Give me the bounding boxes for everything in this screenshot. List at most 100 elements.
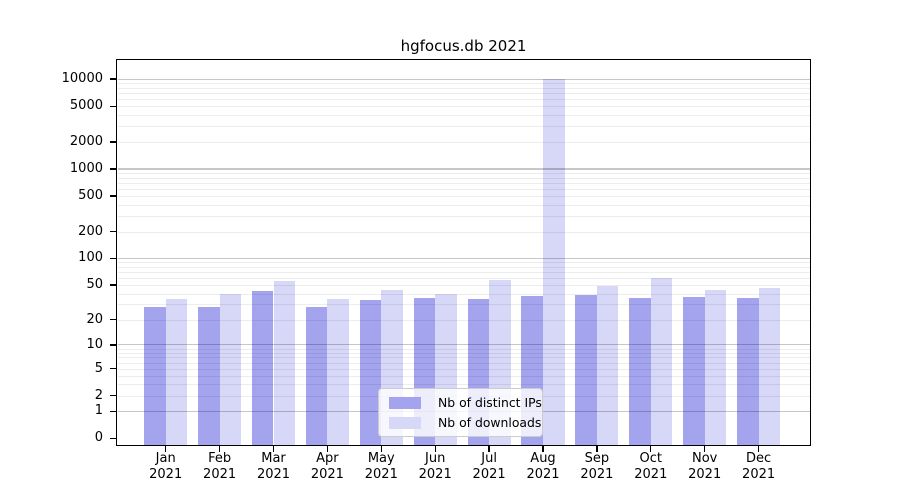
chart-title: hgfocus.db 2021 — [400, 37, 527, 55]
x-axis-tick-aug — [542, 446, 544, 453]
x-tick-year-apr: 2021 — [310, 466, 344, 482]
y-axis-tick-5000 — [110, 105, 117, 107]
x-tick-month-jun: Jun — [425, 451, 446, 466]
legend-item-distinct-ips: Nb of distinct IPs — [389, 395, 542, 410]
x-axis-tick-may — [380, 446, 382, 453]
x-tick-label-jan: Jan 2021 — [136, 451, 196, 482]
x-tick-month-sep: Sep — [584, 451, 610, 466]
grid-line-minor-600 — [117, 188, 810, 190]
bar-distinct-ips-apr — [305, 307, 328, 446]
x-tick-month-jan: Jan — [155, 451, 176, 466]
x-tick-year-feb: 2021 — [203, 466, 237, 482]
grid-line-minor-400 — [117, 204, 810, 206]
y-tick-label-10000: 10000 — [61, 71, 103, 87]
grid-line-minor-900 — [117, 173, 810, 175]
x-tick-month-aug: Aug — [530, 451, 556, 466]
grid-line-minor-4 — [117, 375, 810, 377]
x-tick-label-jul: Jul 2021 — [459, 451, 519, 482]
grid-line-major-10000 — [117, 78, 810, 80]
grid-line-minor-50 — [117, 285, 810, 287]
plot-area-border — [116, 59, 811, 447]
grid-line-minor-6 — [117, 362, 810, 364]
bar-downloads-aug — [543, 79, 565, 446]
y-axis-tick-100 — [110, 257, 117, 260]
bar-distinct-ips-sep — [575, 294, 597, 446]
bar-distinct-ips-oct — [629, 297, 651, 446]
y-tick-label-0: 0 — [94, 430, 103, 446]
x-tick-month-mar: Mar — [261, 451, 286, 466]
y-axis-tick-5 — [110, 367, 117, 370]
grid-line-minor-9 — [117, 348, 810, 350]
legend-swatch-downloads — [389, 416, 421, 429]
grid-line-minor-800 — [117, 177, 810, 179]
grid-line-minor-40 — [117, 293, 810, 295]
grid-line-major-100 — [117, 257, 810, 259]
grid-line-minor-8000 — [117, 87, 810, 89]
grid-line-minor-90 — [117, 262, 810, 264]
y-tick-label-200: 200 — [78, 223, 103, 239]
y-tick-label-20: 20 — [86, 311, 103, 327]
x-tick-month-jul: Jul — [481, 451, 497, 466]
y-axis-tick-20 — [110, 318, 117, 321]
x-tick-month-apr: Apr — [316, 451, 339, 466]
bar-downloads-feb — [219, 293, 242, 446]
x-tick-year-jul: 2021 — [472, 466, 506, 482]
legend-item-downloads: Nb of downloads — [389, 415, 542, 430]
y-axis-tick-500 — [110, 195, 117, 197]
x-tick-label-aug: Aug 2021 — [513, 451, 573, 482]
grid-line-minor-700 — [117, 182, 810, 184]
bar-distinct-ips-mar — [251, 290, 274, 446]
y-tick-label-500: 500 — [78, 187, 103, 203]
x-axis-tick-dec — [757, 446, 760, 453]
x-axis-tick-nov — [704, 446, 706, 453]
x-tick-label-may: May 2021 — [351, 451, 411, 482]
x-tick-year-mar: 2021 — [256, 466, 291, 482]
x-tick-label-jun: Jun 2021 — [405, 451, 465, 482]
bar-downloads-sep — [596, 285, 619, 446]
y-axis-tick-1 — [110, 410, 117, 413]
bar-downloads-dec — [758, 288, 781, 446]
grid-line-major-10 — [117, 344, 810, 346]
y-tick-label-5: 5 — [94, 360, 103, 376]
x-axis-tick-mar — [272, 446, 275, 453]
bar-downloads-oct — [650, 278, 673, 446]
x-tick-label-nov: Nov 2021 — [675, 451, 735, 482]
grid-line-minor-3000 — [117, 126, 810, 128]
x-tick-month-dec: Dec — [746, 451, 772, 466]
y-axis-tick-2 — [110, 394, 117, 397]
grid-line-minor-60 — [117, 278, 810, 280]
grid-line-minor-30 — [117, 304, 810, 306]
y-tick-label-50: 50 — [86, 277, 103, 293]
y-axis-tick-1000 — [110, 168, 117, 170]
grid-line-minor-500 — [117, 195, 810, 197]
grid-line-minor-200 — [117, 231, 810, 233]
y-axis-tick-10 — [110, 344, 117, 346]
y-tick-label-2000: 2000 — [69, 133, 103, 149]
bar-downloads-jan — [165, 298, 188, 446]
x-tick-month-feb: Feb — [208, 451, 232, 466]
bar-downloads-nov — [704, 289, 727, 446]
y-tick-label-1: 1 — [94, 403, 103, 419]
grid-line-minor-4000 — [117, 114, 810, 116]
grid-line-major-1000 — [117, 168, 810, 170]
legend: Nb of distinct IPs Nb of downloads — [378, 388, 543, 437]
grid-line-minor-20 — [117, 319, 810, 321]
legend-swatch-distinct-ips — [389, 396, 421, 409]
grid-line-minor-70 — [117, 272, 810, 274]
x-tick-label-oct: Oct 2021 — [621, 451, 681, 482]
x-tick-label-dec: Dec 2021 — [729, 451, 789, 482]
grid-line-minor-2000 — [117, 141, 810, 143]
bar-distinct-ips-dec — [737, 297, 759, 446]
x-axis-tick-sep — [596, 446, 598, 453]
grid-line-minor-9000 — [117, 83, 810, 85]
x-tick-year-oct: 2021 — [634, 466, 668, 482]
x-axis-tick-jan — [165, 446, 167, 453]
x-tick-label-mar: Mar 2021 — [244, 451, 304, 482]
x-tick-label-feb: Feb 2021 — [190, 451, 250, 482]
x-tick-year-jun: 2021 — [418, 466, 452, 482]
grid-line-minor-8 — [117, 352, 810, 354]
grid-line-minor-300 — [117, 215, 810, 217]
y-tick-label-100: 100 — [78, 250, 103, 266]
grid-line-minor-80 — [117, 267, 810, 269]
x-tick-year-dec: 2021 — [742, 466, 776, 482]
